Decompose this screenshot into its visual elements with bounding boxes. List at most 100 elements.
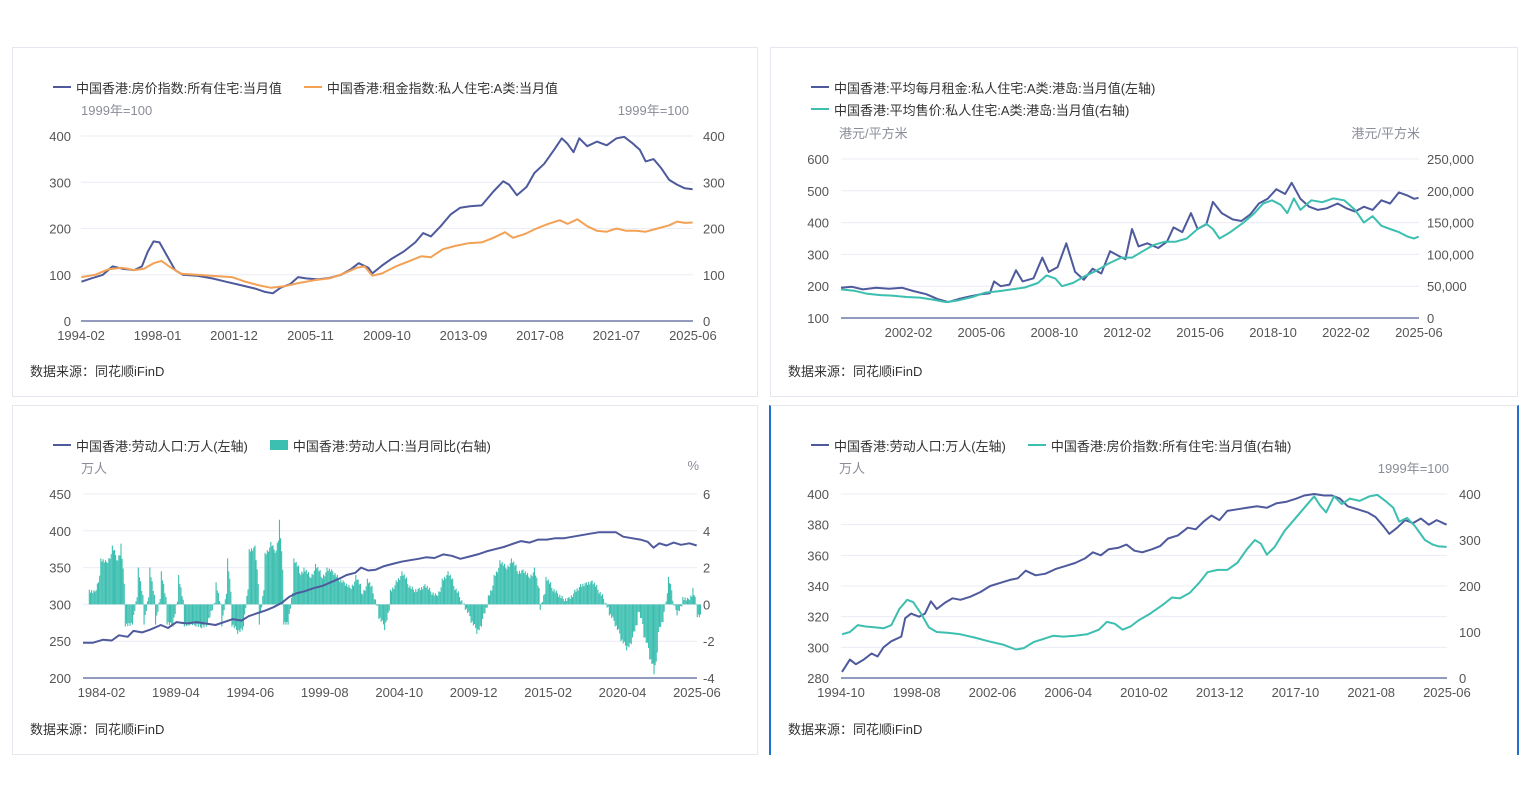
legend-item-labor-force[interactable]: 中国香港:劳动人口:万人(左轴) bbox=[811, 434, 1006, 456]
x-tick-label: 2025-06 bbox=[1423, 685, 1471, 700]
bar-yoy bbox=[506, 569, 508, 605]
bar-yoy bbox=[116, 560, 118, 605]
bar-yoy bbox=[332, 571, 334, 605]
data-source: 数据来源：同花顺iFinD bbox=[788, 364, 923, 379]
bar-yoy bbox=[157, 604, 159, 612]
bar-yoy bbox=[130, 604, 132, 623]
bar-yoy bbox=[384, 604, 386, 631]
bar-yoy bbox=[633, 604, 635, 632]
bar-yoy bbox=[344, 585, 347, 605]
bar-yoy bbox=[391, 591, 393, 605]
legend-item-house-price-index[interactable]: 中国香港:房价指数:所有住宅:当月值(右轴) bbox=[1027, 434, 1292, 456]
y-left-tick-label: 200 bbox=[807, 279, 829, 294]
chart-panel-house-price-vs-rent-index[interactable]: 中国香港:房价指数:所有住宅:当月值 中国香港:租金指数:私人住宅:A类:当月值… bbox=[12, 47, 758, 397]
bar-yoy bbox=[628, 604, 630, 648]
bar-yoy bbox=[480, 604, 483, 627]
bar-yoy bbox=[607, 604, 609, 607]
bar-yoy bbox=[599, 591, 601, 605]
legend-label: 中国香港:房价指数:所有住宅:当月值(右轴) bbox=[1050, 438, 1292, 454]
series-line-left-axis[interactable] bbox=[840, 181, 1419, 304]
bar-yoy bbox=[432, 592, 434, 605]
bar-yoy bbox=[420, 586, 423, 605]
bar-yoy bbox=[600, 595, 602, 605]
y-right-tick-label: 200 bbox=[703, 222, 725, 237]
bar-yoy bbox=[412, 589, 415, 605]
bar-yoy bbox=[539, 604, 541, 610]
bar-yoy bbox=[574, 589, 576, 605]
bar-yoy bbox=[478, 604, 480, 631]
series-line-right-axis[interactable] bbox=[841, 493, 1447, 651]
legend-item-rent-index[interactable]: 中国香港:租金指数:私人住宅:A类:当月值 bbox=[303, 76, 558, 98]
bar-yoy bbox=[382, 604, 385, 625]
x-tick-label: 1998-08 bbox=[893, 685, 941, 700]
bar-yoy bbox=[335, 576, 337, 605]
bar-yoy bbox=[158, 602, 160, 605]
bar-yoy bbox=[493, 574, 495, 605]
series-line-left-axis[interactable] bbox=[83, 531, 697, 644]
bar-yoy bbox=[588, 581, 590, 605]
bar-yoy bbox=[306, 573, 308, 605]
legend-item-labor-force-yoy[interactable]: 中国香港:劳动人口:当月同比(右轴) bbox=[269, 434, 491, 456]
bar-yoy bbox=[122, 568, 124, 605]
bar-yoy bbox=[536, 577, 538, 605]
x-tick-label: 2015-02 bbox=[524, 685, 572, 700]
legend-item-avg-sale-price[interactable]: 中国香港:平均售价:私人住宅:A类:港岛:当月值(右轴) bbox=[811, 98, 1155, 120]
right-axis-unit: % bbox=[687, 458, 699, 473]
x-tick-label: 2012-02 bbox=[1103, 325, 1151, 340]
data-source: 数据来源：同花顺iFinD bbox=[30, 364, 165, 379]
legend-item-house-price-index[interactable]: 中国香港:房价指数:所有住宅:当月值 bbox=[53, 76, 282, 98]
x-tick-label: 1989-04 bbox=[152, 685, 200, 700]
bar-yoy bbox=[284, 604, 286, 622]
bar-yoy bbox=[95, 590, 97, 605]
legend-item-labor-force[interactable]: 中国香港:劳动人口:万人(左轴) bbox=[53, 434, 248, 456]
bar-yoy bbox=[364, 590, 366, 605]
x-tick-label: 1994-06 bbox=[226, 685, 274, 700]
bar-yoy bbox=[180, 587, 182, 605]
y-right-tick-label: 2 bbox=[703, 561, 710, 576]
bar-yoy bbox=[223, 604, 225, 611]
y-right-tick-label: 0 bbox=[1427, 311, 1434, 326]
bar-yoy bbox=[302, 573, 304, 605]
bar-yoy bbox=[616, 604, 619, 631]
bar-yoy bbox=[92, 593, 94, 605]
bar-yoy bbox=[545, 576, 547, 605]
series-line-left-axis[interactable] bbox=[841, 493, 1448, 673]
bar-yoy bbox=[377, 604, 379, 606]
bar-yoy bbox=[89, 592, 92, 605]
bar-yoy bbox=[461, 600, 463, 605]
bar-yoy bbox=[668, 583, 671, 605]
bar-yoy bbox=[239, 604, 241, 633]
bar-yoy bbox=[334, 573, 336, 605]
bar-yoy bbox=[285, 604, 287, 625]
series-line-right-axis[interactable] bbox=[840, 197, 1419, 304]
bar-yoy bbox=[337, 578, 340, 605]
bar-yoy bbox=[544, 594, 546, 605]
bar-yoy bbox=[97, 582, 100, 605]
chart-panel-labor-force-vs-house-price[interactable]: 中国香港:劳动人口:万人(左轴) 中国香港:房价指数:所有住宅:当月值(右轴) … bbox=[769, 405, 1519, 755]
bar-yoy bbox=[522, 569, 524, 605]
bar-yoy bbox=[551, 587, 553, 605]
bar-yoy bbox=[562, 598, 564, 605]
bar-yoy bbox=[459, 597, 461, 605]
bar-yoy bbox=[485, 604, 487, 608]
series-line-right-axis[interactable] bbox=[81, 218, 693, 289]
bar-yoy bbox=[165, 596, 167, 605]
chart-panel-hk-island-rent-vs-price[interactable]: 中国香港:平均每月租金:私人住宅:A类:港岛:当月值(左轴) 中国香港:平均售价… bbox=[770, 47, 1518, 397]
bar-yoy bbox=[648, 604, 650, 649]
bar-yoy bbox=[232, 604, 234, 625]
bar-yoy bbox=[671, 590, 673, 605]
legend-item-avg-monthly-rent[interactable]: 中国香港:平均每月租金:私人住宅:A类:港岛:当月值(左轴) bbox=[811, 76, 1155, 98]
bar-yoy bbox=[691, 596, 693, 605]
bar-yoy bbox=[653, 604, 655, 675]
chart-panel-labor-force-yoy[interactable]: 中国香港:劳动人口:万人(左轴) 中国香港:劳动人口:当月同比(右轴) 万人 %… bbox=[12, 405, 758, 755]
left-axis-unit: 港元/平方米 bbox=[839, 126, 908, 141]
bar-yoy bbox=[254, 545, 256, 605]
bar-yoy bbox=[323, 574, 325, 605]
bar-yoy bbox=[521, 570, 523, 605]
bar-yoy bbox=[255, 560, 257, 605]
bar-yoy bbox=[318, 571, 320, 605]
y-right-tick-label: 50,000 bbox=[1427, 279, 1467, 294]
bar-yoy bbox=[510, 558, 512, 605]
legend-line-icon bbox=[53, 86, 71, 88]
bar-yoy bbox=[524, 571, 526, 605]
